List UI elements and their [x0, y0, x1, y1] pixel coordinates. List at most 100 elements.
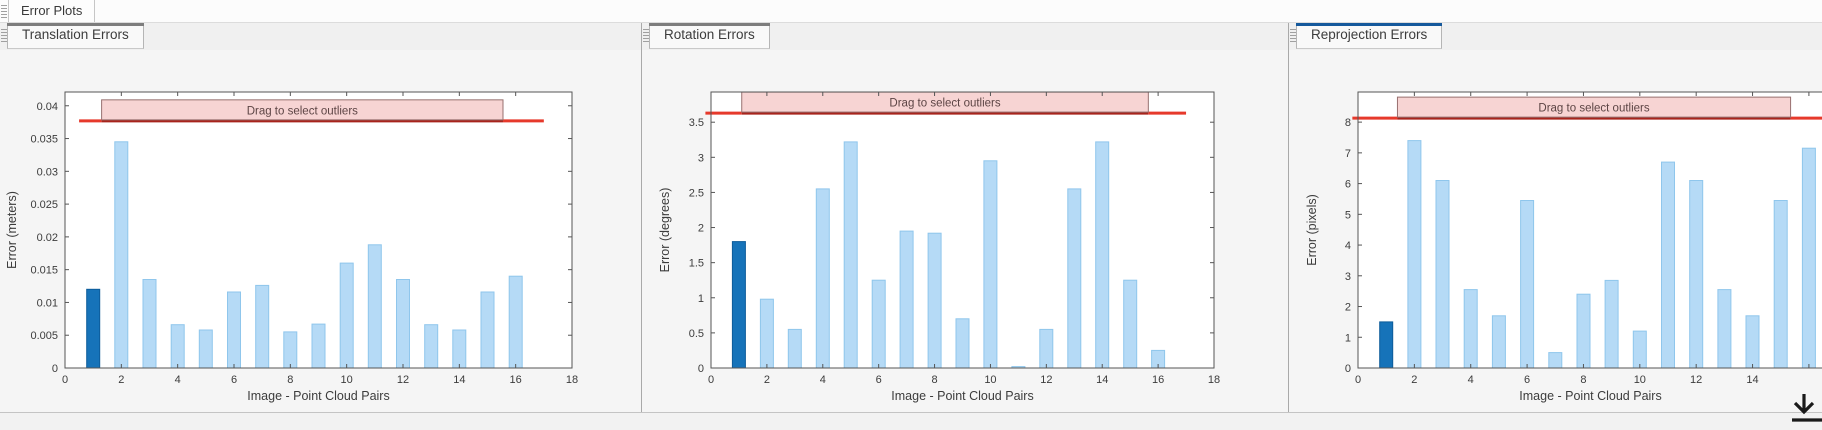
- y-tick-label: 5: [1345, 209, 1351, 221]
- tab-accent: [649, 23, 770, 26]
- bar[interactable]: [508, 275, 523, 369]
- x-tick-label: 14: [1096, 374, 1108, 386]
- bar[interactable]: [142, 279, 157, 369]
- bar[interactable]: [1095, 141, 1110, 369]
- drag-grip-icon[interactable]: [1290, 29, 1296, 43]
- drag-grip-icon[interactable]: [1, 29, 7, 43]
- bar[interactable]: [480, 291, 495, 369]
- bar[interactable]: [198, 329, 213, 369]
- drag-select-region[interactable]: [1396, 96, 1792, 118]
- y-tick-label: 0.5: [689, 328, 704, 340]
- bar[interactable]: [1491, 315, 1506, 369]
- bar[interactable]: [1632, 330, 1647, 369]
- bar[interactable]: [452, 329, 467, 369]
- bar[interactable]: [114, 141, 129, 369]
- y-tick-label: 8: [1345, 117, 1351, 129]
- y-tick-label: 1.5: [689, 258, 704, 270]
- x-tick-label: 4: [1468, 374, 1474, 386]
- bar[interactable]: [927, 232, 942, 369]
- tab-rotation-errors[interactable]: Rotation Errors: [649, 23, 770, 49]
- bar[interactable]: [843, 141, 858, 369]
- bar[interactable]: [1604, 279, 1619, 369]
- bar[interactable]: [367, 244, 382, 369]
- tab-accent: [7, 23, 144, 26]
- tab-translation-errors[interactable]: Translation Errors: [7, 23, 144, 49]
- reprojection-errors-chart[interactable]: Drag to select outliers 0 2 4 6 8 10 12 14 0 1 2 3 4 5…: [1289, 50, 1822, 417]
- translation-errors-chart[interactable]: Drag to select outliers 0 2 4 6 8 10 12 14 16 18 0 0…: [0, 50, 641, 417]
- bar[interactable]: [1717, 289, 1732, 369]
- x-tick-label: 12: [1040, 374, 1052, 386]
- drag-select-label: Drag to select outliers: [1538, 103, 1649, 115]
- bar[interactable]: [339, 262, 354, 369]
- x-tick-label: 14: [453, 374, 465, 386]
- bar[interactable]: [424, 324, 439, 369]
- bar[interactable]: [1463, 289, 1478, 369]
- bar[interactable]: [170, 324, 185, 369]
- x-axis-label: Image - Point Cloud Pairs: [1519, 389, 1661, 403]
- bar[interactable]: [1067, 188, 1082, 369]
- y-tick-label: 7: [1345, 148, 1351, 160]
- bar[interactable]: [255, 284, 270, 369]
- x-tick-label: 4: [175, 374, 181, 386]
- bar[interactable]: [1407, 140, 1422, 369]
- bar[interactable]: [1661, 161, 1675, 369]
- bar[interactable]: [983, 160, 998, 369]
- y-tick-label: 1: [1345, 332, 1351, 344]
- dock-arrow-icon[interactable]: [1788, 390, 1822, 430]
- drag-grip-icon[interactable]: [1, 5, 7, 18]
- drag-grip-icon[interactable]: [643, 29, 649, 43]
- bar[interactable]: [1379, 321, 1394, 369]
- tab-reprojection-errors[interactable]: Reprojection Errors: [1296, 23, 1443, 49]
- y-tick-label: 0.005: [30, 330, 58, 342]
- bar[interactable]: [86, 288, 101, 369]
- bar[interactable]: [899, 230, 914, 369]
- bar[interactable]: [396, 279, 410, 369]
- x-tick-label: 16: [510, 374, 522, 386]
- x-tick-label: 18: [1208, 374, 1220, 386]
- tab-error-plots[interactable]: Error Plots: [8, 0, 96, 22]
- bar[interactable]: [311, 323, 326, 369]
- x-tick-label: 6: [876, 374, 882, 386]
- x-tick-label: 2: [118, 374, 124, 386]
- bar[interactable]: [871, 279, 886, 369]
- tab-reprojection-errors-label: Reprojection Errors: [1311, 27, 1428, 42]
- tab-translation-errors-label: Translation Errors: [22, 27, 129, 42]
- x-axis-label: Image - Point Cloud Pairs: [891, 389, 1033, 403]
- bar[interactable]: [731, 241, 746, 369]
- panel-translation-errors: Translation Errors Drag to select outlie…: [0, 23, 641, 412]
- bar[interactable]: [283, 331, 298, 369]
- bar[interactable]: [787, 328, 802, 369]
- x-axis-label: Image - Point Cloud Pairs: [247, 389, 389, 403]
- reprojection-tab-row: Reprojection Errors: [1289, 23, 1822, 50]
- bar[interactable]: [227, 291, 241, 369]
- bar[interactable]: [815, 188, 830, 369]
- rotation-tab-row: Rotation Errors: [642, 23, 1288, 50]
- bar[interactable]: [759, 298, 774, 369]
- y-tick-label: 6: [1345, 179, 1351, 191]
- x-tick-label: 8: [931, 374, 937, 386]
- bar[interactable]: [1548, 352, 1563, 369]
- bar[interactable]: [1520, 200, 1535, 369]
- translation-tab-row: Translation Errors: [0, 23, 641, 50]
- x-tick-label: 10: [1634, 374, 1646, 386]
- x-tick-label: 6: [231, 374, 237, 386]
- bar[interactable]: [1801, 147, 1816, 369]
- x-tick-label: 0: [1355, 374, 1361, 386]
- bar[interactable]: [1689, 180, 1704, 369]
- bar[interactable]: [1123, 279, 1138, 369]
- bar[interactable]: [1576, 293, 1591, 369]
- bar[interactable]: [955, 318, 970, 369]
- y-tick-label: 0.01: [37, 297, 58, 309]
- bar[interactable]: [1039, 328, 1054, 369]
- bar[interactable]: [1745, 315, 1760, 369]
- bar[interactable]: [1435, 180, 1450, 369]
- drag-select-region[interactable]: [101, 99, 504, 121]
- rotation-errors-chart[interactable]: Drag to select outliers 0 2 4 6 8 10 12 14 16 18 0 0…: [642, 50, 1289, 417]
- x-tick-label: 2: [764, 374, 770, 386]
- bar[interactable]: [1773, 200, 1788, 369]
- status-bar: [0, 412, 1822, 430]
- drag-select-label: Drag to select outliers: [247, 105, 358, 117]
- x-tick-label: 0: [708, 374, 714, 386]
- y-tick-label: 0: [1345, 363, 1351, 375]
